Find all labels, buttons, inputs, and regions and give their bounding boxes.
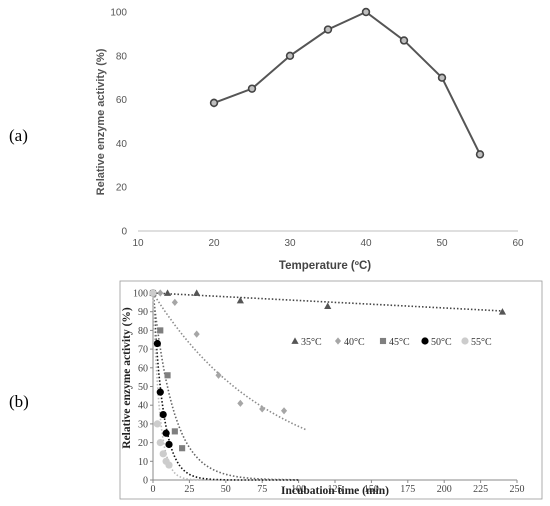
chart-b-data-point: [159, 450, 167, 458]
chart-a-data-point: [437, 73, 447, 82]
chart-a-x-tick-label: 60: [512, 238, 524, 249]
chart-b-legend-marker: [291, 337, 299, 344]
chart-b-data-point: [498, 308, 507, 315]
chart-b-data-point: [259, 405, 266, 413]
chart-b-data-point: [165, 461, 173, 469]
chart-b-x-tick-label: 150: [364, 484, 379, 495]
chart-b-y-tick-label: 70: [138, 345, 148, 356]
chart-a-y-tick-label: 60: [116, 95, 128, 106]
chart-a-y-tick-label: 80: [116, 51, 128, 62]
chart-b-data-point: [162, 429, 170, 437]
chart-b-y-tick-label: 0: [143, 476, 148, 487]
chart-a-data-point: [323, 25, 333, 34]
chart-a-x-tick-label: 10: [132, 238, 144, 249]
chart-b-x-tick-label: 125: [328, 484, 343, 495]
chart-a-y-tick-label: 0: [121, 227, 127, 238]
chart-b-data-point: [171, 298, 178, 306]
chart-b-legend-marker: [334, 337, 342, 345]
chart-b-legend-label: 40°C: [344, 337, 365, 348]
chart-a-data-point: [285, 51, 295, 60]
chart-b-data-point: [165, 440, 173, 449]
chart-b-data-point: [237, 399, 244, 407]
chart-b-y-tick-label: 80: [138, 326, 148, 337]
chart-a-y-tick-label: 40: [116, 139, 128, 150]
chart-b-fit-curve: [152, 292, 503, 312]
chart-b-y-tick-label: 20: [138, 438, 148, 449]
chart-a-x-axis-label: Temperature (ºC): [279, 260, 371, 272]
chart-b-legend-marker: [421, 337, 429, 345]
chart-a-x-tick-label: 20: [208, 238, 220, 249]
chart-a-series-line: [213, 10, 481, 155]
chart-b-data-point: [171, 428, 178, 435]
chart-b-data-point: [156, 388, 164, 396]
chart-a-data-point: [475, 150, 485, 159]
chart-b-y-tick-label: 90: [138, 307, 148, 318]
chart-a-y-tick-label: 100: [110, 8, 127, 19]
chart-a-y-tick-label: 20: [116, 183, 128, 194]
chart-b-data-point: [163, 289, 172, 296]
chart-a-x-tick-label: 50: [436, 238, 448, 249]
chart-b-data-point: [157, 289, 164, 297]
chart-b-data-point: [159, 410, 167, 419]
chart-b-legend-label: 35°C: [301, 337, 322, 348]
chart-b-fit-curve: [152, 292, 299, 481]
chart-b-y-axis-label: Relative enzyme activity (%): [121, 307, 133, 449]
chart-b-data-point: [324, 302, 332, 309]
chart-b-data-point: [280, 407, 288, 415]
chart-a-data-point: [247, 84, 257, 93]
chart-a-data-point: [361, 7, 371, 17]
chart-b-data-point: [153, 420, 161, 428]
chart-b-x-tick-label: 25: [184, 484, 194, 495]
panel-label-b: (b): [9, 392, 29, 411]
chart-b-data-point: [156, 439, 164, 447]
chart-b-y-tick-label: 30: [138, 419, 148, 430]
chart-b-x-axis-label: Incubation time (min): [281, 485, 389, 497]
chart-b-legend-marker: [461, 337, 469, 345]
chart-a-y-axis-label: Relative enzyme activity (%): [95, 48, 107, 195]
chart-b-x-tick-label: 50: [221, 484, 231, 495]
chart-b-data-point: [149, 289, 157, 297]
chart-b-x-tick-label: 75: [257, 484, 267, 495]
chart-b-x-tick-label: 175: [400, 484, 415, 495]
chart-b-frame: [119, 280, 543, 500]
chart-b-x-tick-label: 250: [510, 484, 525, 495]
chart-b-data-point: [236, 296, 244, 304]
chart-b-legend-label: 55°C: [471, 337, 492, 348]
chart-b-x-tick-label: 225: [473, 484, 488, 495]
chart-a-x-tick-label: 40: [360, 238, 372, 249]
chart-b-data-point: [215, 371, 222, 379]
chart-b-data-point: [193, 289, 201, 296]
chart-b-y-tick-label: 60: [138, 363, 148, 374]
chart-a-x-tick-label: 30: [284, 238, 296, 249]
chart-b-data-point: [153, 339, 161, 348]
chart-b-x-tick-label: 100: [291, 484, 306, 495]
chart-b-data-point: [164, 372, 171, 379]
chart-b-y-tick-label: 100: [133, 289, 148, 300]
panel-label-a: (a): [9, 126, 28, 145]
chart-a-data-point: [399, 36, 409, 45]
chart-b-x-tick-label: 200: [437, 484, 452, 495]
chart-b-data-point: [179, 445, 186, 452]
chart-b-legend-marker: [379, 337, 387, 345]
chart-b-legend-label: 50°C: [431, 337, 452, 348]
chart-b-x-tick-label: 0: [151, 484, 156, 495]
chart-a-data-point: [209, 98, 219, 108]
chart-b-data-point: [157, 327, 164, 334]
chart-b-y-tick-label: 50: [138, 382, 148, 393]
chart-b-fit-curve: [152, 292, 299, 481]
chart-b-legend-label: 45°C: [389, 337, 410, 348]
chart-b-y-tick-label: 10: [138, 457, 148, 468]
chart-b-fit-curve: [152, 292, 299, 481]
chart-b-data-point: [193, 330, 200, 338]
chart-b-y-tick-label: 40: [138, 401, 148, 412]
